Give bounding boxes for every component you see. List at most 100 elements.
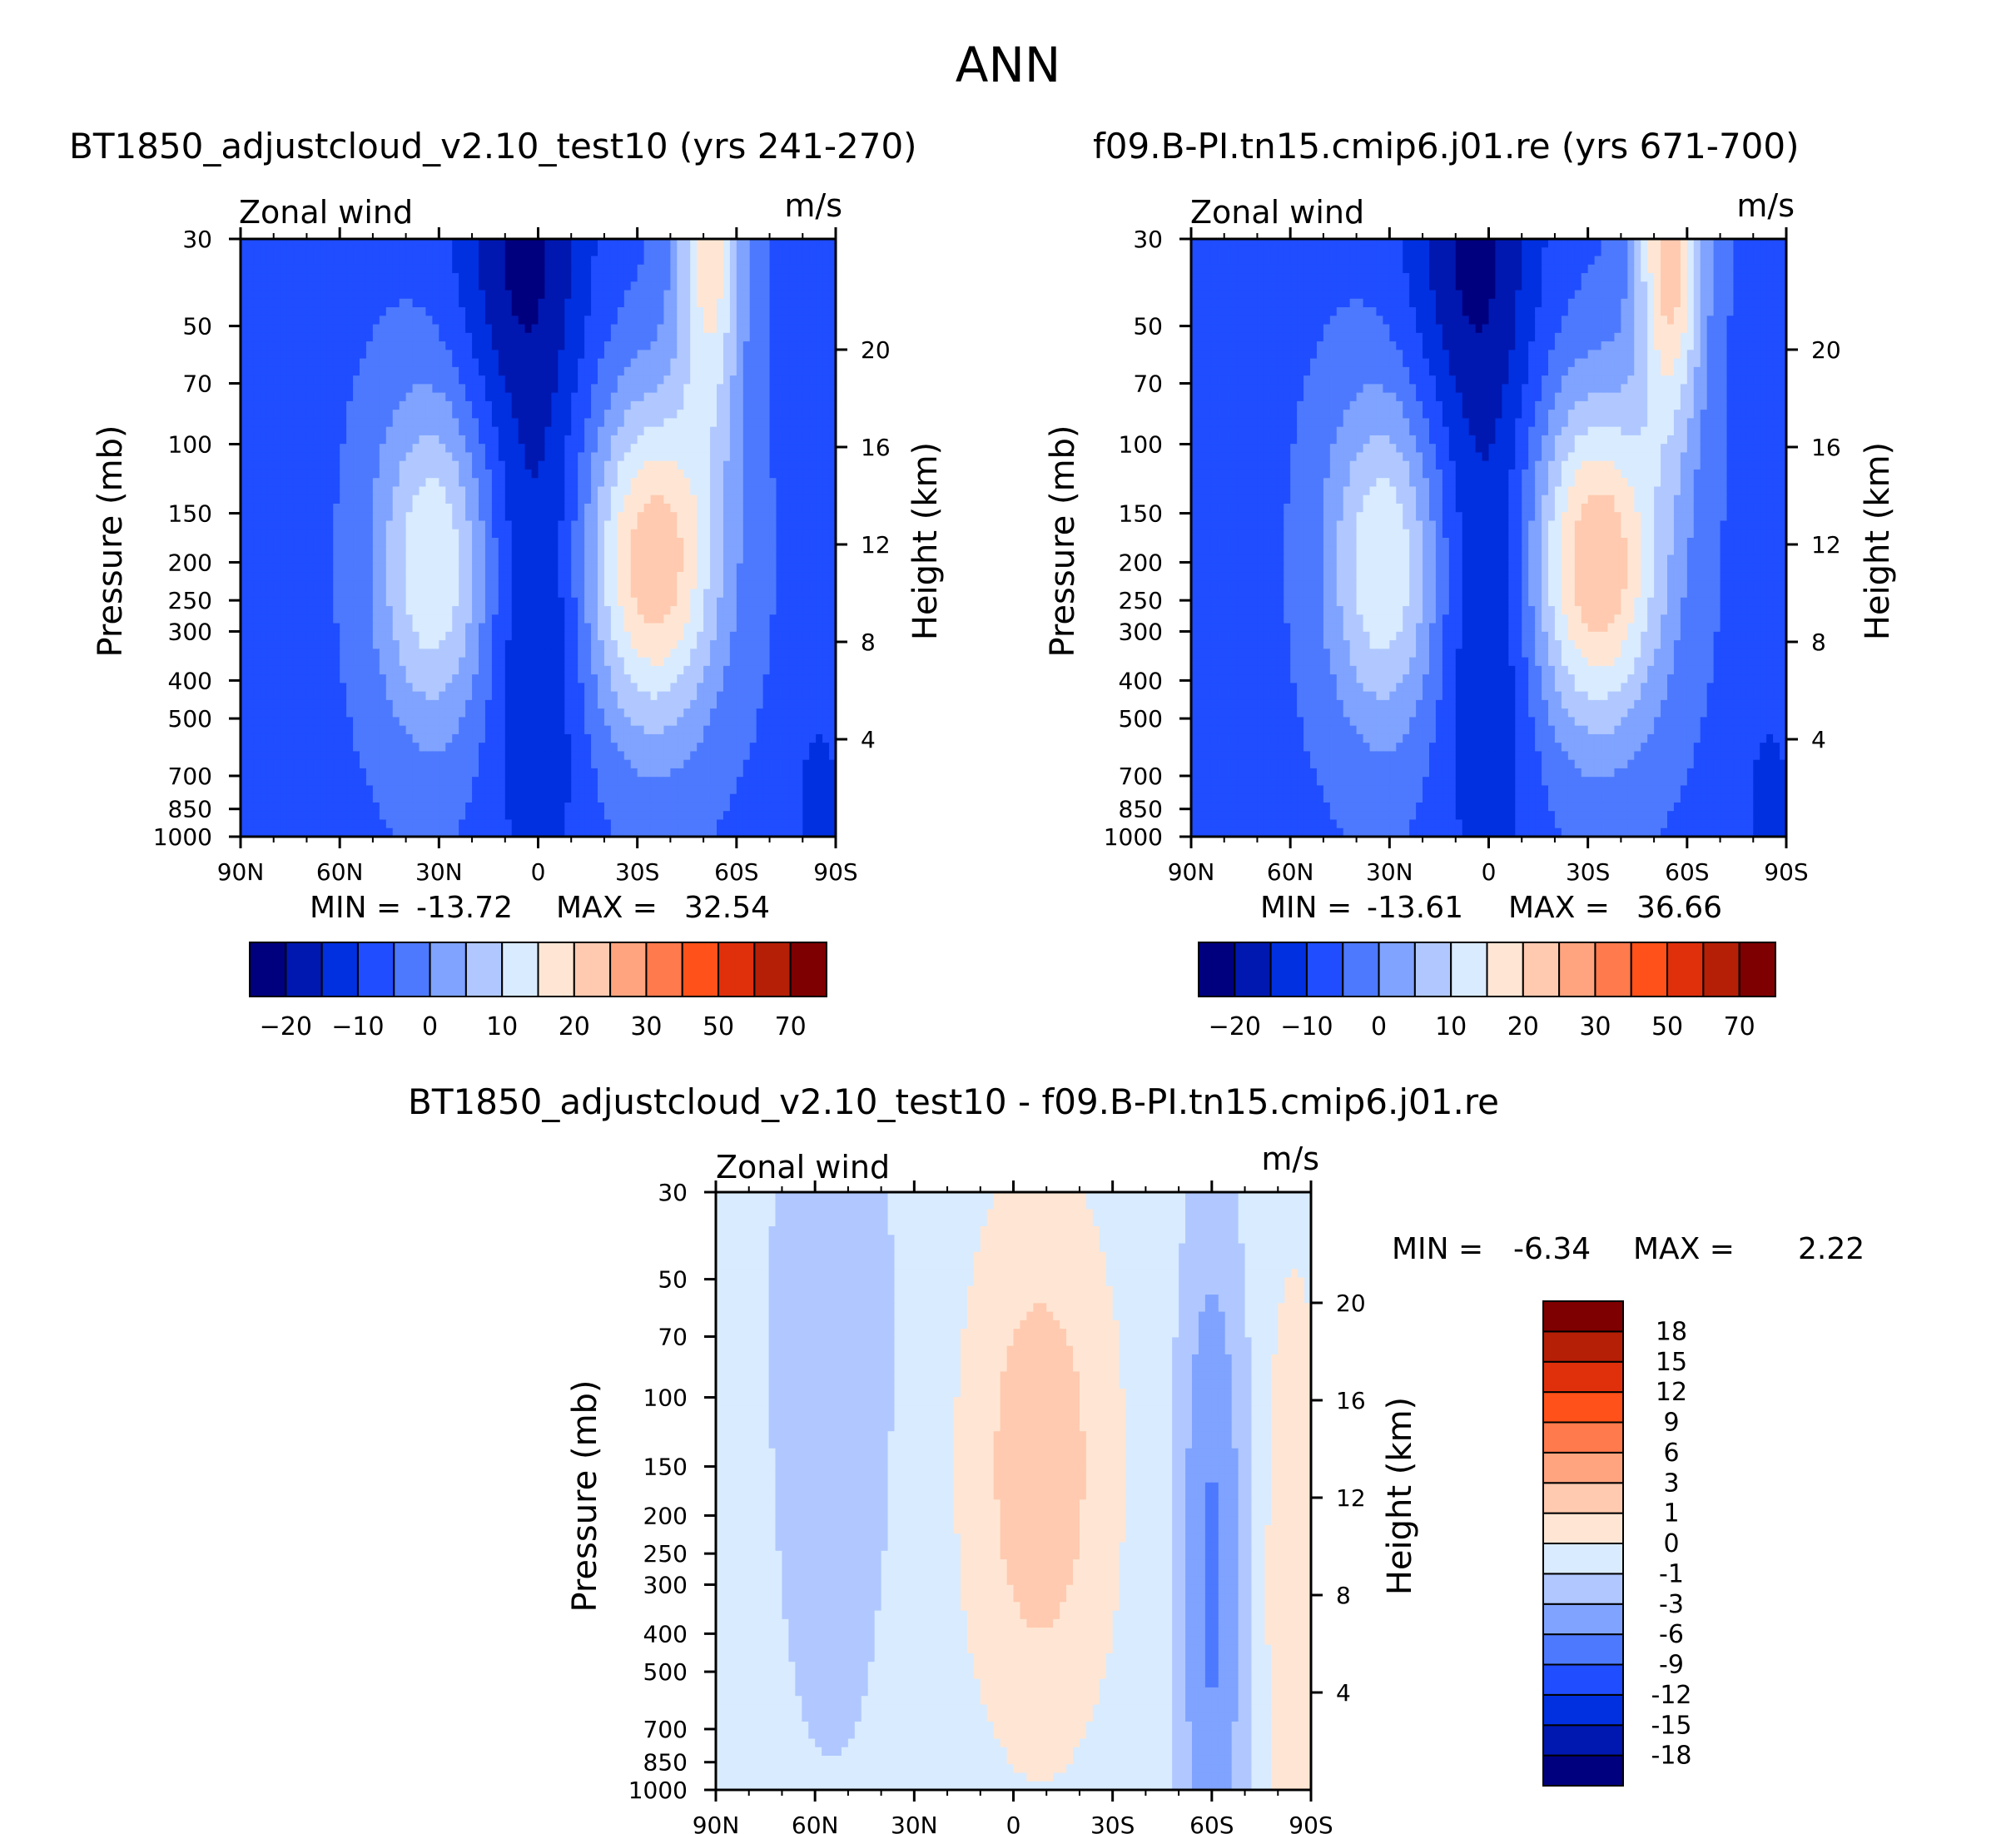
field-cell (802, 520, 810, 530)
field-cell (320, 316, 327, 326)
field-cell (531, 460, 539, 470)
field-cell (690, 444, 698, 454)
field-cell (782, 503, 790, 513)
field-cell (584, 281, 592, 291)
field-cell (425, 426, 433, 436)
field-cell (544, 665, 552, 675)
field-cell (425, 375, 433, 385)
field-cell (365, 649, 374, 659)
field-cell (829, 460, 837, 470)
field-cell (405, 699, 414, 709)
field-cell (683, 683, 691, 693)
field-cell (729, 324, 737, 334)
field-cell (253, 324, 261, 334)
field-cell (385, 444, 394, 454)
field-cell (313, 683, 320, 693)
field-cell (538, 332, 546, 342)
field-cell (829, 520, 837, 530)
field-cell (736, 520, 744, 530)
field-cell (246, 495, 255, 504)
field-cell (333, 580, 340, 590)
field-cell (623, 426, 632, 436)
field-cell (717, 400, 724, 410)
field-cell (425, 649, 433, 659)
field-cell (280, 554, 288, 564)
field-cell (372, 657, 380, 667)
field-cell (286, 273, 295, 282)
field-cell (677, 699, 684, 709)
field-cell (425, 264, 433, 274)
field-cell (677, 572, 684, 581)
field-cell (465, 307, 473, 316)
field-cell (657, 290, 665, 300)
field-cell (432, 452, 439, 462)
field-cell (749, 281, 757, 291)
field-cell (697, 341, 704, 350)
field-cell (399, 239, 407, 248)
field-cell (796, 649, 803, 659)
field-cell (405, 410, 414, 419)
field-cell (498, 538, 506, 547)
field-cell (280, 460, 288, 470)
field-cell (432, 247, 439, 257)
field-cell (822, 298, 830, 308)
field-cell (742, 503, 751, 513)
field-cell (703, 631, 711, 641)
field-cell (353, 418, 360, 428)
field-cell (379, 410, 387, 419)
field-cell (346, 665, 354, 675)
field-cell (736, 512, 744, 522)
field-cell (796, 452, 803, 462)
field-cell (610, 486, 618, 496)
field-cell (578, 375, 585, 385)
field-cell (511, 392, 519, 402)
field-cell (584, 435, 592, 445)
field-cell (551, 529, 559, 539)
field-cell (578, 606, 585, 615)
field-cell (650, 529, 658, 539)
field-cell (484, 350, 493, 360)
field-cell (598, 247, 605, 257)
field-cell (353, 452, 360, 462)
field-cell (782, 426, 790, 436)
field-cell (749, 264, 757, 274)
field-cell (504, 366, 513, 376)
field-cell (630, 375, 638, 385)
field-cell (703, 426, 711, 436)
field-cell (246, 503, 255, 513)
field-cell (551, 392, 559, 402)
field-cell (603, 392, 612, 402)
field-cell (571, 683, 578, 693)
field-cell (789, 444, 797, 454)
field-cell (518, 529, 526, 539)
field-cell (246, 538, 255, 547)
field-cell (776, 460, 784, 470)
field-cell (385, 324, 394, 334)
field-cell (273, 316, 281, 326)
field-cell (498, 239, 506, 248)
field-cell (326, 273, 334, 282)
field-cell (405, 366, 414, 376)
field-cell (300, 691, 308, 701)
field-cell (657, 649, 665, 659)
field-cell (313, 529, 320, 539)
field-cell (544, 674, 552, 683)
field-cell (796, 410, 803, 419)
field-cell (405, 691, 414, 701)
field-cell (306, 699, 314, 709)
field-cell (306, 375, 314, 385)
field-cell (340, 332, 347, 342)
field-cell (353, 614, 360, 624)
field-cell (591, 649, 598, 659)
field-cell (465, 495, 473, 504)
field-cell (630, 435, 638, 445)
field-cell (293, 580, 301, 590)
field-cell (313, 400, 320, 410)
field-cell (551, 640, 559, 649)
field-cell (802, 410, 810, 419)
field-cell (306, 469, 314, 479)
field-cell (769, 563, 777, 573)
field-cell (617, 657, 625, 667)
field-cell (742, 683, 751, 693)
field-cell (504, 614, 513, 624)
